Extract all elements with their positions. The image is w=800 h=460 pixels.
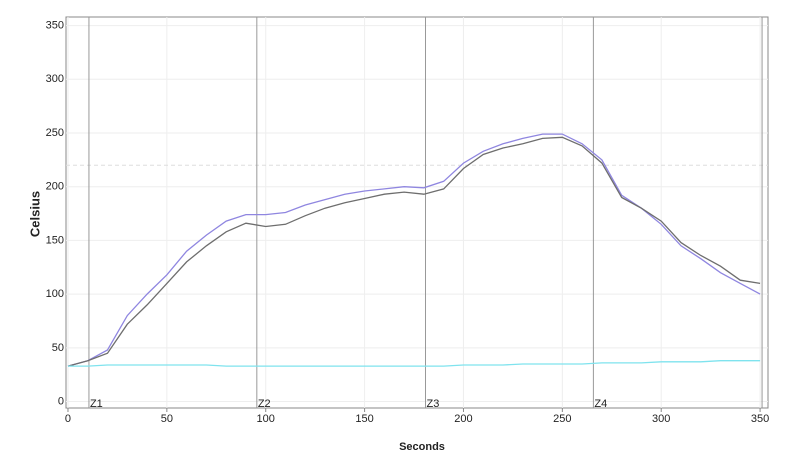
y-tick-label: 0 — [58, 395, 64, 407]
x-tick-label: 0 — [65, 413, 71, 425]
zone-label: Z1 — [90, 398, 103, 410]
y-tick-label: 350 — [46, 19, 64, 31]
x-axis-label: Seconds — [399, 441, 445, 453]
x-tick-label: 150 — [355, 413, 373, 425]
y-tick-label: 100 — [46, 288, 64, 300]
series-line — [68, 360, 761, 367]
y-tick-label: 250 — [46, 127, 64, 139]
y-tick-label: 50 — [52, 342, 64, 354]
series-line — [67, 136, 761, 367]
x-tick-label: 350 — [751, 413, 769, 425]
zone-label: Z3 — [427, 398, 440, 410]
zone-label: Z4 — [594, 398, 607, 410]
plot-area — [65, 16, 769, 409]
x-tick-label: 100 — [257, 413, 275, 425]
y-tick-label: 150 — [46, 234, 64, 246]
x-tick-label: 50 — [161, 413, 173, 425]
x-tick-label: 250 — [553, 413, 571, 425]
zone-label: Z2 — [258, 398, 271, 410]
y-axis-label: Celsius — [27, 191, 42, 237]
x-tick-label: 200 — [454, 413, 472, 425]
y-tick-label: 300 — [46, 73, 64, 85]
x-tick-label: 300 — [652, 413, 670, 425]
series-line — [67, 133, 761, 367]
y-tick-label: 200 — [46, 181, 64, 193]
